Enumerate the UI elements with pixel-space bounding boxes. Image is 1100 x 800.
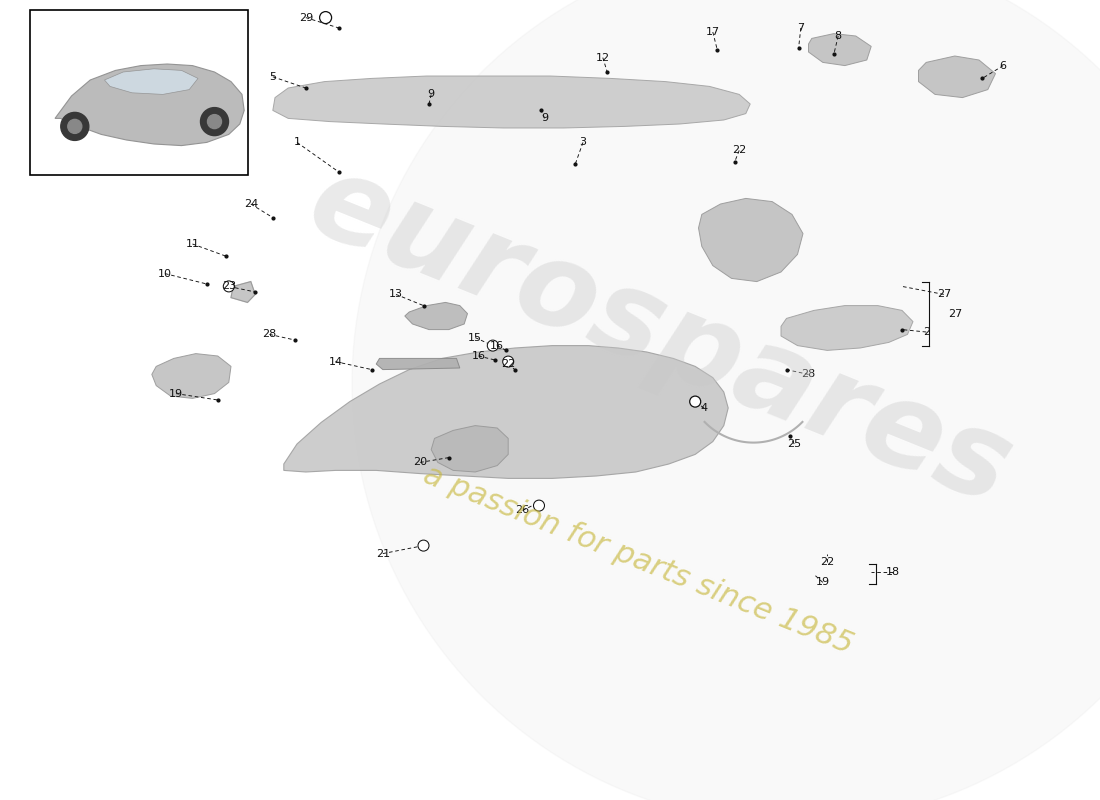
Polygon shape <box>104 69 198 94</box>
Polygon shape <box>231 282 255 302</box>
Text: 10: 10 <box>158 269 172 278</box>
Polygon shape <box>918 56 996 98</box>
Text: 19: 19 <box>169 389 183 398</box>
Text: 4: 4 <box>701 403 707 413</box>
Text: 1: 1 <box>294 138 300 147</box>
Text: 13: 13 <box>389 290 403 299</box>
Circle shape <box>418 540 429 551</box>
Circle shape <box>60 112 89 141</box>
Circle shape <box>320 12 331 23</box>
Text: 24: 24 <box>244 199 257 209</box>
Text: 28: 28 <box>263 330 276 339</box>
Polygon shape <box>405 302 468 330</box>
Text: 18: 18 <box>887 567 900 577</box>
Text: 2: 2 <box>923 327 930 337</box>
Polygon shape <box>284 346 728 478</box>
Text: 22: 22 <box>821 557 834 566</box>
Text: 26: 26 <box>516 506 529 515</box>
Circle shape <box>208 114 221 129</box>
Text: 29: 29 <box>299 13 312 22</box>
Text: 25: 25 <box>788 439 801 449</box>
Text: 11: 11 <box>186 239 199 249</box>
Polygon shape <box>376 358 460 370</box>
Text: 23: 23 <box>222 282 235 291</box>
Text: 3: 3 <box>580 138 586 147</box>
Text: a passion for parts since 1985: a passion for parts since 1985 <box>419 460 857 660</box>
Text: 21: 21 <box>376 549 389 558</box>
Bar <box>30 10 248 175</box>
Text: 19: 19 <box>816 578 829 587</box>
Circle shape <box>200 108 229 135</box>
Circle shape <box>487 340 498 351</box>
Text: 22: 22 <box>502 359 515 369</box>
Polygon shape <box>273 76 750 128</box>
Circle shape <box>534 500 544 511</box>
Text: 15: 15 <box>469 333 482 342</box>
Text: 6: 6 <box>1000 61 1006 70</box>
Polygon shape <box>808 34 871 66</box>
Polygon shape <box>352 0 1100 800</box>
Text: 5: 5 <box>270 72 276 82</box>
Text: eurospares: eurospares <box>293 143 1027 529</box>
Text: 28: 28 <box>802 370 815 379</box>
Circle shape <box>223 281 234 292</box>
Polygon shape <box>55 64 244 146</box>
Text: 14: 14 <box>329 357 342 366</box>
Text: 8: 8 <box>835 31 842 41</box>
Circle shape <box>320 11 331 23</box>
Circle shape <box>503 356 514 367</box>
Polygon shape <box>781 306 913 350</box>
Text: 9: 9 <box>541 114 548 123</box>
Text: 22: 22 <box>733 146 746 155</box>
Text: 20: 20 <box>414 458 427 467</box>
Text: 17: 17 <box>706 27 719 37</box>
Text: 9: 9 <box>428 90 435 99</box>
Text: 16: 16 <box>491 341 504 350</box>
Polygon shape <box>698 198 803 282</box>
Circle shape <box>68 119 81 134</box>
Text: 12: 12 <box>596 53 609 62</box>
Text: 16: 16 <box>472 351 485 361</box>
Text: 27: 27 <box>937 290 950 299</box>
Polygon shape <box>152 354 231 398</box>
Text: 27: 27 <box>948 309 962 318</box>
Polygon shape <box>431 426 508 472</box>
Text: 7: 7 <box>798 23 804 33</box>
Circle shape <box>690 396 701 407</box>
